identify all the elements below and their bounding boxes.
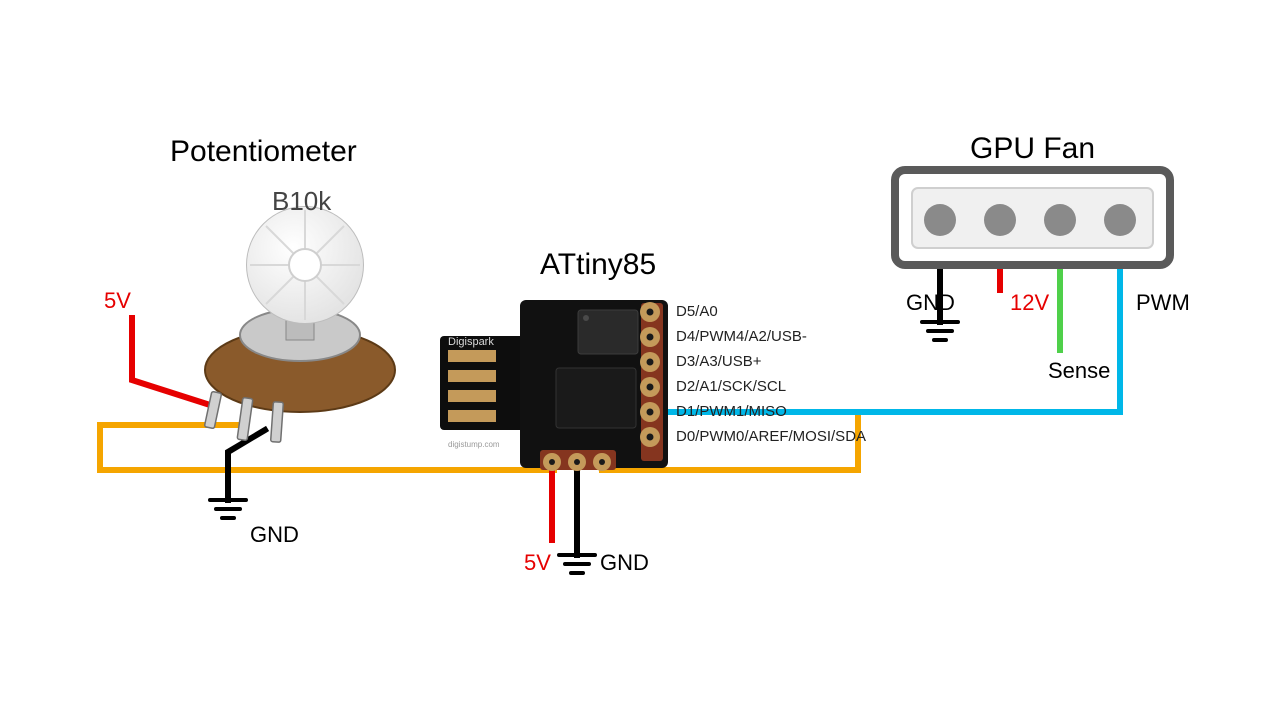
label-sense: Sense [1048,358,1110,384]
label-5v-mid: 5V [524,550,551,576]
digistump-url: digistump.com [448,440,500,449]
fan-title: GPU Fan [970,132,1095,166]
potentiometer-title: Potentiometer [170,135,357,169]
attiny-pin-label: D1/PWM1/MISO [676,403,787,420]
digispark-brand: Digispark [448,336,494,348]
label-12v: 12V [1010,290,1049,316]
attiny-pin-label: D5/A0 [676,303,718,320]
label-gnd-fan: GND [906,290,955,316]
potentiometer-value: B10k [272,186,331,217]
label-pwm: PWM [1136,290,1190,316]
label-gnd-mid: GND [600,550,649,576]
fan-pin [924,204,956,236]
attiny-pin-label: D2/A1/SCK/SCL [676,378,786,395]
diagram-stage: Potentiometer B10k ATtiny85 GPU Fan 5V G… [0,0,1280,720]
attiny-pin-label: D4/PWM4/A2/USB- [676,328,807,345]
label-5v-left: 5V [104,288,131,314]
fan-pin [1104,204,1136,236]
label-gnd-pot: GND [250,522,299,548]
attiny-title: ATtiny85 [540,248,656,282]
attiny-pin-label: D3/A3/USB+ [676,353,761,370]
attiny-pin-label: D0/PWM0/AREF/MOSI/SDA [676,428,866,445]
fan-pin [1044,204,1076,236]
fan-pin [984,204,1016,236]
